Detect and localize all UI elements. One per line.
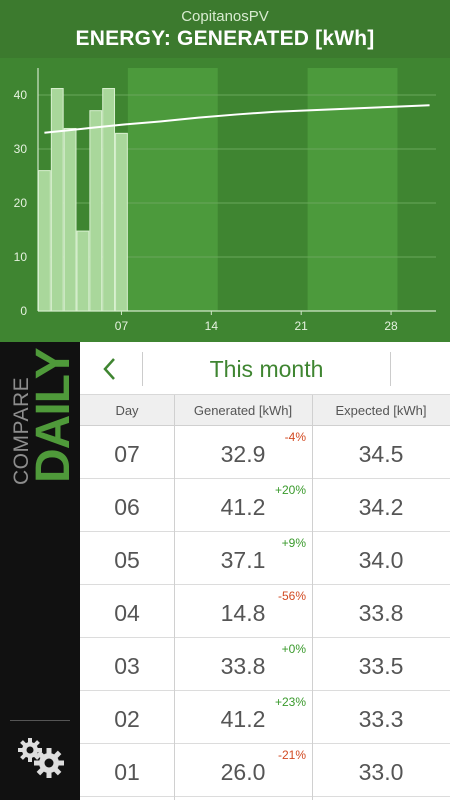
week-shade <box>307 68 398 311</box>
row-expected: 33.5 <box>358 653 404 679</box>
row-generated: 26.0 <box>220 759 266 785</box>
row-generated: 41.2 <box>220 494 266 520</box>
table-header: Day Generated [kWh] Expected [kWh] <box>80 395 450 426</box>
energy-chart: 0 10 20 30 40 07 14 21 28 <box>0 58 450 342</box>
y-tick-label: 20 <box>14 196 28 210</box>
y-tick-label: 10 <box>14 250 28 264</box>
page-title: ENERGY: GENERATED [kWh] <box>75 27 375 50</box>
row-generated: 33.8 <box>220 653 266 679</box>
column-header-day: Day <box>115 403 139 418</box>
table-row[interactable]: 06 +20% 41.2 34.2 <box>80 479 450 532</box>
period-label[interactable]: This month <box>209 356 324 382</box>
table-row[interactable]: 05 +9% 37.1 34.0 <box>80 532 450 585</box>
column-header-generated: Generated [kWh] <box>193 403 293 418</box>
sidebar-divider <box>10 720 70 721</box>
chevron-left-icon <box>103 358 115 380</box>
expected-trend-line <box>44 104 430 134</box>
bar-day-6 <box>102 88 116 312</box>
x-tick-label: 07 <box>115 319 129 333</box>
row-diff: +9% <box>281 536 306 550</box>
x-tick-label: 28 <box>384 319 398 333</box>
mode-label-daily[interactable]: DAILY <box>27 348 80 483</box>
table-row[interactable]: 04 -56% 14.8 33.8 <box>80 585 450 638</box>
row-day: 03 <box>114 653 140 679</box>
row-day: 01 <box>114 759 140 785</box>
previous-period-button[interactable] <box>80 342 140 395</box>
row-diff: +20% <box>274 483 306 497</box>
table-row[interactable]: 01 -21% 26.0 33.0 <box>80 744 450 797</box>
gears-icon <box>18 738 64 778</box>
row-day: 02 <box>114 706 140 732</box>
row-generated: 32.9 <box>220 441 266 467</box>
y-tick-label: 40 <box>14 88 28 102</box>
column-divider <box>174 395 175 800</box>
nav-divider <box>390 352 391 386</box>
app-name: CopitanosPV <box>181 8 269 25</box>
row-day: 05 <box>114 547 140 573</box>
row-diff: +23% <box>274 695 306 709</box>
sidebar <box>0 342 80 800</box>
row-generated: 37.1 <box>220 547 266 573</box>
row-expected: 34.5 <box>358 441 404 467</box>
y-tick-label: 0 <box>20 304 27 318</box>
bar-day-7 <box>115 132 128 312</box>
table-row[interactable]: 02 +23% 41.2 33.3 <box>80 691 450 744</box>
nav-divider <box>142 352 143 386</box>
week-shade <box>127 68 218 311</box>
row-day: 04 <box>114 600 140 626</box>
row-expected: 33.3 <box>358 706 404 732</box>
row-diff: -21% <box>277 748 306 762</box>
table-row[interactable]: 03 +0% 33.8 33.5 <box>80 638 450 691</box>
row-expected: 33.0 <box>358 759 404 785</box>
bar-day-4 <box>76 230 90 312</box>
column-header-expected: Expected [kWh] <box>335 403 427 418</box>
bar-day-5 <box>89 110 103 312</box>
row-generated: 41.2 <box>220 706 266 732</box>
row-expected: 34.0 <box>358 547 404 573</box>
bar-day-2 <box>50 88 64 312</box>
energy-chart-svg: 0 10 20 30 40 07 14 21 28 <box>14 68 436 333</box>
row-diff: -4% <box>284 430 306 444</box>
table-row[interactable]: 07 -4% 32.9 34.5 <box>80 426 450 479</box>
row-expected: 34.2 <box>358 494 404 520</box>
daily-table: 07 -4% 32.9 34.5 06 +20% 41.2 34.2 05 +9… <box>80 426 450 800</box>
row-day: 07 <box>114 441 140 467</box>
app-header: CopitanosPV ENERGY: GENERATED [kWh] <box>0 0 450 58</box>
row-diff: -56% <box>277 589 306 603</box>
column-divider <box>312 395 313 800</box>
bar-day-3 <box>63 127 77 312</box>
row-expected: 33.8 <box>358 600 404 626</box>
x-tick-label: 21 <box>295 319 309 333</box>
period-navigation: This month <box>80 342 450 395</box>
row-day: 06 <box>114 494 140 520</box>
row-diff: +0% <box>281 642 306 656</box>
y-tick-label: 30 <box>14 142 28 156</box>
settings-button[interactable] <box>14 735 68 779</box>
x-tick-label: 14 <box>205 319 219 333</box>
row-generated: 14.8 <box>220 600 266 626</box>
bar-day-1 <box>38 170 51 312</box>
